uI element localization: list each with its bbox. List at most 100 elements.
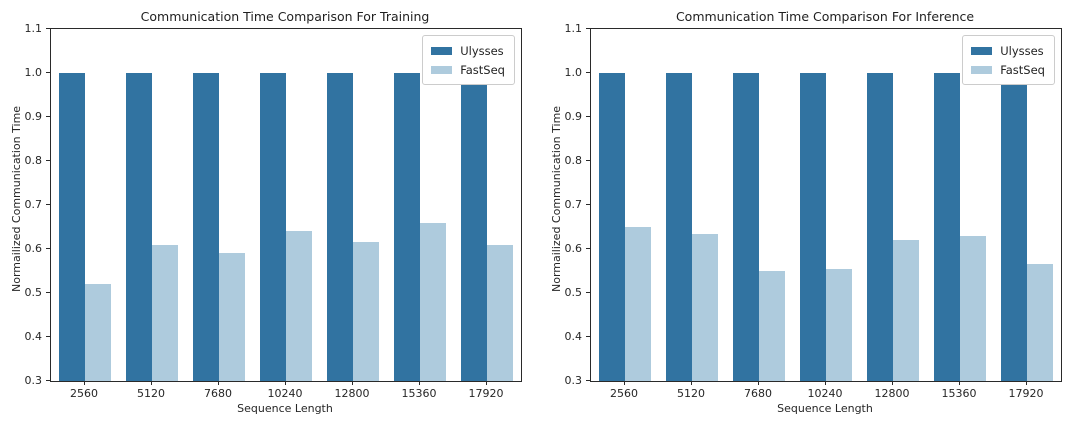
y-tick-label: 0.6 — [24, 242, 43, 255]
y-tick-mark — [586, 380, 590, 381]
bar-ulysses-7680 — [193, 73, 219, 381]
x-tick-label: 12800 — [874, 387, 910, 400]
y-tick-mark — [586, 336, 590, 337]
bar-ulysses-10240 — [260, 73, 286, 381]
x-tick-mark — [151, 381, 152, 385]
bar-ulysses-17920 — [461, 73, 487, 381]
y-tick-mark — [46, 28, 50, 29]
x-tick-label: 15360 — [941, 387, 977, 400]
y-tick-label: 0.5 — [564, 286, 583, 299]
bar-fastseq-12800 — [353, 242, 379, 381]
x-tick-mark — [1026, 381, 1027, 385]
y-axis-label: Normailized Communication Time — [10, 105, 23, 292]
y-tick-mark — [46, 72, 50, 73]
x-tick-label: 2560 — [70, 387, 98, 400]
y-tick-label: 1.1 — [564, 22, 583, 35]
bar-ulysses-5120 — [666, 73, 692, 381]
y-tick-label: 0.3 — [564, 374, 583, 387]
bar-fastseq-5120 — [152, 245, 178, 381]
bar-ulysses-15360 — [394, 73, 420, 381]
bar-fastseq-12800 — [893, 240, 919, 381]
y-tick-label: 0.8 — [564, 154, 583, 167]
x-tick-mark — [285, 381, 286, 385]
legend-entry-fastseq: FastSeq — [431, 60, 505, 79]
chart-training: Communication Time Comparison For Traini… — [10, 9, 522, 415]
y-tick-mark — [586, 204, 590, 205]
plot-area: Ulysses FastSeq — [50, 28, 522, 382]
y-tick-mark — [586, 72, 590, 73]
x-tick-label: 5120 — [677, 387, 705, 400]
legend-swatch-fastseq — [431, 65, 453, 74]
bar-fastseq-15360 — [960, 236, 986, 381]
y-tick-label: 0.9 — [564, 110, 583, 123]
legend-label: Ulysses — [1000, 43, 1044, 58]
x-tick-label: 2560 — [610, 387, 638, 400]
x-axis-label: Sequence Length — [777, 402, 873, 415]
chart-inference: Communication Time Comparison For Infere… — [540, 0, 1080, 421]
x-tick-label: 10240 — [807, 387, 843, 400]
x-tick-label: 17920 — [1008, 387, 1044, 400]
x-tick-label: 15360 — [401, 387, 437, 400]
y-tick-label: 0.4 — [564, 330, 583, 343]
x-tick-mark — [691, 381, 692, 385]
x-tick-label: 10240 — [267, 387, 303, 400]
x-tick-mark — [419, 381, 420, 385]
bar-ulysses-12800 — [867, 73, 893, 381]
y-tick-label: 0.7 — [24, 198, 43, 211]
bar-fastseq-10240 — [286, 231, 312, 381]
y-tick-mark — [46, 336, 50, 337]
bar-fastseq-2560 — [85, 284, 111, 381]
y-axis-label: Normailized Communication Time — [550, 105, 563, 292]
x-tick-label: 17920 — [468, 387, 504, 400]
y-tick-mark — [586, 160, 590, 161]
x-tick-label: 12800 — [334, 387, 370, 400]
y-tick-label: 1.0 — [564, 66, 583, 79]
bar-ulysses-17920 — [1001, 73, 1027, 381]
legend-swatch-ulysses — [971, 46, 993, 55]
y-tick-mark — [46, 292, 50, 293]
y-tick-mark — [586, 248, 590, 249]
legend-entry-ulysses: Ulysses — [431, 41, 505, 60]
y-tick-label: 0.9 — [24, 110, 43, 123]
legend: Ulysses FastSeq — [962, 35, 1055, 85]
legend-label: FastSeq — [1000, 62, 1045, 77]
bar-fastseq-15360 — [420, 223, 446, 381]
y-tick-mark — [46, 160, 50, 161]
bar-fastseq-17920 — [487, 245, 513, 381]
y-tick-mark — [46, 380, 50, 381]
x-tick-mark — [624, 381, 625, 385]
bar-fastseq-10240 — [826, 269, 852, 381]
y-tick-mark — [46, 204, 50, 205]
y-tick-mark — [46, 116, 50, 117]
x-tick-mark — [218, 381, 219, 385]
y-tick-label: 0.3 — [24, 374, 43, 387]
chart-title: Communication Time Comparison For Infere… — [675, 9, 975, 24]
legend-entry-fastseq: FastSeq — [971, 60, 1045, 79]
legend-swatch-fastseq — [971, 65, 993, 74]
plot-area: Ulysses FastSeq — [590, 28, 1062, 382]
y-tick-mark — [586, 116, 590, 117]
x-tick-mark — [825, 381, 826, 385]
bar-ulysses-2560 — [599, 73, 625, 381]
x-tick-mark — [84, 381, 85, 385]
x-tick-label: 7680 — [744, 387, 772, 400]
y-tick-mark — [46, 248, 50, 249]
bar-ulysses-12800 — [327, 73, 353, 381]
bar-ulysses-5120 — [126, 73, 152, 381]
bar-ulysses-2560 — [59, 73, 85, 381]
bar-fastseq-2560 — [625, 227, 651, 381]
bar-fastseq-7680 — [759, 271, 785, 381]
bar-fastseq-5120 — [692, 234, 718, 381]
x-axis-label: Sequence Length — [237, 402, 333, 415]
bar-fastseq-17920 — [1027, 264, 1053, 381]
legend-label: Ulysses — [460, 43, 504, 58]
legend: Ulysses FastSeq — [422, 35, 515, 85]
bar-ulysses-15360 — [934, 73, 960, 381]
bar-fastseq-7680 — [219, 253, 245, 381]
legend-entry-ulysses: Ulysses — [971, 41, 1045, 60]
x-tick-label: 7680 — [204, 387, 232, 400]
legend-label: FastSeq — [460, 62, 505, 77]
chart-title: Communication Time Comparison For Traini… — [140, 9, 430, 24]
x-tick-mark — [352, 381, 353, 385]
x-tick-mark — [892, 381, 893, 385]
